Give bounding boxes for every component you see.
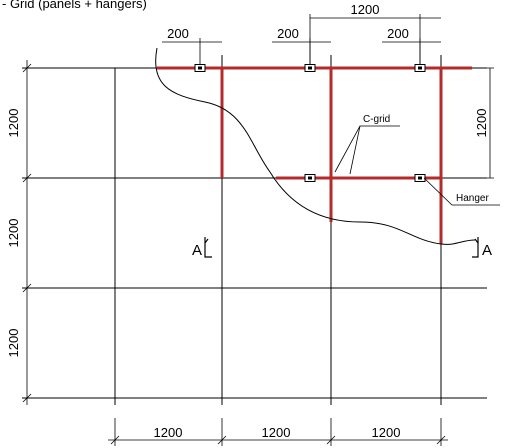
right-dimension: 1200 xyxy=(441,67,494,179)
bottom-dim-label-1: 1200 xyxy=(154,425,183,440)
bottom-dim-tick-1 xyxy=(110,435,120,445)
top-span-label: 1200 xyxy=(351,2,380,17)
section-label-left: A xyxy=(192,242,202,259)
bottom-dim-label-2: 1200 xyxy=(262,425,291,440)
offset-label-3: 200 xyxy=(387,26,409,41)
drawing-title: - Grid (panels + hangers) xyxy=(2,0,147,11)
top-span-dimension: 1200 xyxy=(309,2,441,68)
section-arrow-left xyxy=(204,238,209,244)
left-dim-tick-2 xyxy=(22,173,32,183)
offset-label-1: 200 xyxy=(167,26,189,41)
right-dim-label: 1200 xyxy=(474,109,489,138)
left-dimension-chain: 1200 1200 1200 xyxy=(6,60,32,405)
hanger-5 xyxy=(414,174,426,182)
hanger-callout: Hanger xyxy=(423,177,500,206)
c-grid-leader-2 xyxy=(349,125,361,175)
left-dim-label-3: 1200 xyxy=(6,329,21,358)
left-dim-label-2: 1200 xyxy=(6,219,21,248)
c-grid-label: C-grid xyxy=(363,114,390,125)
hanger-3 xyxy=(414,64,426,72)
hanger-2 xyxy=(304,64,316,72)
hanger-1 xyxy=(194,64,206,72)
break-line xyxy=(155,47,476,245)
bottom-dim-tick-3 xyxy=(326,435,336,445)
hanger-label: Hanger xyxy=(456,193,489,204)
bottom-dim-tick-2 xyxy=(217,435,227,445)
section-arrow-right xyxy=(474,238,479,244)
c-grid-leader xyxy=(334,125,400,173)
hanger-leader xyxy=(423,177,500,206)
top-offset-dimensions: 200 200 200 xyxy=(162,26,441,68)
section-marker-right: A xyxy=(472,237,492,259)
c-grid-callout: C-grid xyxy=(334,114,400,175)
left-dim-tick-1 xyxy=(22,63,32,73)
left-dim-tick-3 xyxy=(22,283,32,293)
section-cut-right xyxy=(472,237,479,258)
section-label-right: A xyxy=(482,242,492,259)
hangers xyxy=(194,64,426,182)
bottom-dimension-chain: 1200 1200 1200 xyxy=(108,418,448,446)
bottom-dim-label-3: 1200 xyxy=(372,425,401,440)
hanger-4 xyxy=(304,174,316,182)
bottom-dim-tick-4 xyxy=(436,435,446,445)
left-dim-label-1: 1200 xyxy=(6,109,21,138)
left-dim-tick-4 xyxy=(22,393,32,403)
section-marker-left: A xyxy=(192,237,212,259)
section-cut-left xyxy=(204,237,212,258)
grid-lines xyxy=(22,55,487,405)
c-grid-members xyxy=(157,66,472,244)
offset-label-2: 200 xyxy=(277,26,299,41)
